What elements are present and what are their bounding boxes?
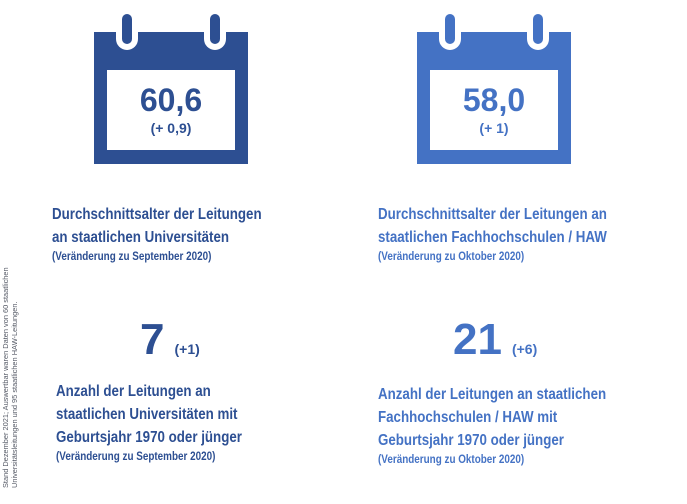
haw-average-age: 58,0 (462, 82, 526, 118)
universities-count-change: (+1) (174, 341, 200, 357)
haw-count: 21 (+6) (453, 318, 537, 362)
universities-average-label-line-1: Durchschnittsalter der Leitungen (52, 206, 262, 223)
universities-count-label: Anzahl der Leitungen an staatlichen Univ… (56, 380, 272, 465)
universities-average-label: Durchschnittsalter der Leitungen an staa… (52, 203, 296, 265)
universities-count-label-line-1: Anzahl der Leitungen an (56, 383, 211, 400)
universities-count-label-note: (Veränderung zu September 2020) (56, 451, 216, 463)
source-note: Stand Dezember 2021; Auswertbar waren Da… (1, 188, 19, 488)
haw-average-label-note: (Veränderung zu Oktober 2020) (378, 251, 525, 263)
haw-count-label-line-2: Fachhochschulen / HAW mit (378, 409, 558, 426)
universities-count: 7 (+1) (140, 318, 200, 362)
universities-average-label-line-2: an staatlichen Universitäten (52, 229, 230, 246)
universities-count-label-line-2: staatlichen Universitäten mit (56, 406, 238, 423)
universities-calendar-window: 60,6 (+ 0,9) (107, 70, 235, 150)
universities-average-age-change: (+ 0,9) (150, 120, 192, 136)
haw-calendar-icon: 58,0 (+ 1) (417, 14, 571, 164)
haw-average-label: Durchschnittsalter der Leitungen an staa… (378, 203, 644, 265)
haw-average-label-line-1: Durchschnittsalter der Leitungen an (378, 206, 607, 223)
universities-calendar-icon: 60,6 (+ 0,9) (94, 14, 248, 164)
haw-count-label-note: (Veränderung zu Oktober 2020) (378, 454, 525, 466)
haw-count-label: Anzahl der Leitungen an staatlichen Fach… (378, 383, 643, 468)
haw-count-label-line-3: Geburtsjahr 1970 oder jünger (378, 432, 564, 449)
haw-average-label-line-2: staatlichen Fachhochschulen / HAW (378, 229, 607, 246)
haw-count-change: (+6) (511, 341, 538, 357)
haw-count-value: 21 (453, 315, 502, 364)
haw-calendar-window: 58,0 (+ 1) (430, 70, 558, 150)
universities-average-label-note: (Veränderung zu September 2020) (52, 251, 212, 263)
haw-count-label-line-1: Anzahl der Leitungen an staatlichen (378, 386, 607, 403)
universities-average-age: 60,6 (139, 82, 203, 118)
source-note-line-2: Universitätsleitungen und 95 staatlichen… (9, 301, 19, 488)
universities-count-label-line-3: Geburtsjahr 1970 oder jünger (56, 429, 242, 446)
haw-average-age-change: (+ 1) (479, 120, 509, 136)
universities-count-value: 7 (140, 315, 165, 364)
